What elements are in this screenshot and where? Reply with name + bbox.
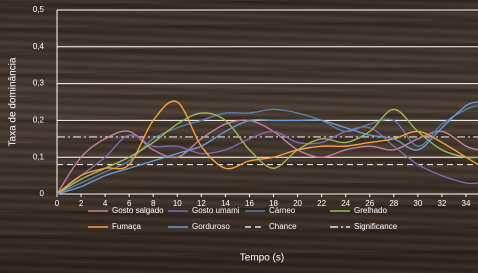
x-tick-label: 4 [103,199,108,208]
legend-label: Chance [269,222,297,231]
legend-label: Fumaça [112,222,141,231]
x-axis-label: Tempo (s) [240,253,284,264]
legend-item: Fumaça [88,222,141,231]
legend-label: Gosto umami [192,206,240,215]
x-tick-label: 0 [55,199,60,208]
y-tick-label: 0 [40,189,45,198]
series-line [57,109,478,194]
series-line [57,102,478,194]
legend-item: Gorduroso [168,222,230,231]
y-tick-label: 0,2 [33,116,45,125]
x-tick-label: 10 [173,199,182,208]
x-tick-label: 2 [79,199,84,208]
legend-item: Significance [330,222,398,231]
x-tick-label: 22 [317,199,326,208]
x-tick-label: 16 [245,199,254,208]
x-tick-label: 32 [437,199,446,208]
legend-label: Gosto salgado [112,206,164,215]
legend-label: Significance [354,222,398,231]
x-tick-label: 34 [462,199,471,208]
y-tick-label: 0,3 [33,79,45,88]
legend-item: Gosto salgado [88,206,164,215]
legend-label: Grelhado [354,206,387,215]
x-tick-label: 24 [341,199,350,208]
y-tick-label: 0,5 [33,5,45,14]
chart: Taxa de dominância Tempo (s) 0 0,1 0,2 0,3 0… [0,0,478,273]
y-axis-label: Taxa de dominância [8,57,19,146]
legend-label: Cárneo [269,206,296,215]
y-tick-label: 0,4 [33,42,45,51]
x-tick-label: 28 [389,199,398,208]
legend-item: Grelhado [330,206,387,215]
x-tick-label: 30 [413,199,422,208]
y-tick-label: 0,1 [33,152,45,161]
plot-area [57,101,478,194]
legend-item: Chance [245,222,297,231]
legend-label: Gorduroso [192,222,230,231]
series-line [57,101,478,194]
